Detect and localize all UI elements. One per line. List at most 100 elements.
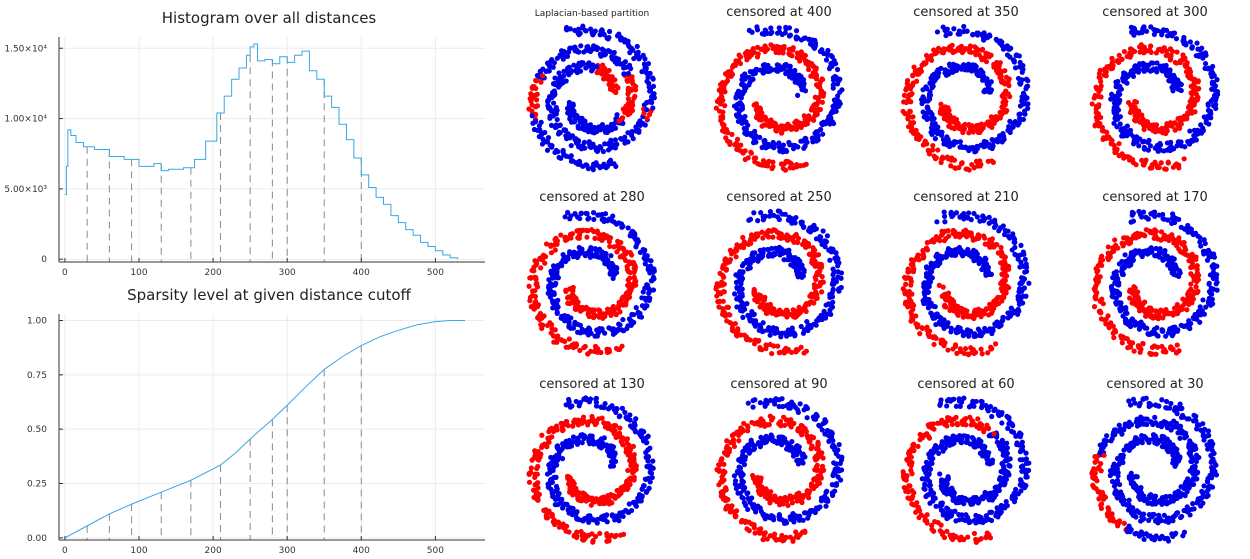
scatter-point <box>786 217 792 223</box>
scatter-point <box>799 241 806 247</box>
scatter-point <box>548 270 555 277</box>
scatter-point <box>783 147 789 153</box>
scatter-point <box>626 269 632 275</box>
scatter-point <box>616 220 622 226</box>
spiral-panel: censored at 280 <box>526 190 657 357</box>
scatter-point <box>644 107 650 113</box>
scatter-point <box>1114 102 1120 108</box>
scatter-point <box>806 66 812 73</box>
scatter-point <box>1022 256 1028 262</box>
scatter-point <box>748 150 754 156</box>
scatter-point <box>796 80 802 87</box>
scatter-point <box>955 120 961 127</box>
scatter-point <box>955 312 961 318</box>
scatter-point <box>644 78 650 84</box>
scatter-point <box>633 83 639 90</box>
scatter-point <box>1018 242 1024 248</box>
histogram-y-tick-label: 0 <box>41 255 47 265</box>
scatter-point <box>817 48 823 55</box>
scatter-point <box>578 210 584 216</box>
scatter-point <box>977 328 983 334</box>
scatter-point <box>739 120 745 126</box>
scatter-point <box>736 108 742 114</box>
scatter-point <box>961 23 967 30</box>
scatter-point <box>821 308 827 315</box>
scatter-point <box>1189 251 1195 258</box>
scatter-point <box>828 115 834 121</box>
scatter-point <box>1127 343 1133 350</box>
scatter-point <box>970 32 976 38</box>
scatter-point <box>933 335 939 341</box>
scatter-point <box>538 265 544 271</box>
sparsity-chart: Sparsity level at given distance cutoff … <box>27 286 485 556</box>
scatter-point <box>1194 263 1200 269</box>
scatter-point <box>1152 233 1159 239</box>
scatter-point <box>819 313 825 319</box>
scatter-point <box>1013 52 1020 58</box>
scatter-point <box>545 103 551 109</box>
scatter-point <box>575 161 581 167</box>
scatter-point <box>980 257 986 264</box>
scatter-point <box>625 38 631 44</box>
scatter-point <box>1000 103 1006 110</box>
histogram-x-tick-label: 200 <box>205 268 222 278</box>
scatter-point <box>644 115 650 122</box>
scatter-point <box>604 124 610 130</box>
scatter-point <box>1124 53 1130 60</box>
scatter-point <box>529 267 535 274</box>
scatter-point <box>941 213 948 219</box>
scatter-point <box>713 284 720 290</box>
sparsity-title: Sparsity level at given distance cutoff <box>127 286 411 304</box>
scatter-point <box>833 279 840 285</box>
scatter-point <box>611 49 617 56</box>
scatter-point <box>544 60 551 66</box>
scatter-point <box>536 123 542 129</box>
scatter-point <box>815 263 821 269</box>
scatter-point <box>590 32 596 38</box>
scatter-point <box>1188 286 1194 292</box>
scatter-point <box>1211 85 1217 92</box>
scatter-point <box>813 322 819 328</box>
scatter-point <box>582 145 588 151</box>
scatter-point <box>939 129 945 135</box>
scatter-point <box>799 87 805 93</box>
scatter-point <box>1003 88 1009 94</box>
scatter-point <box>1152 159 1158 165</box>
scatter-point <box>747 256 753 262</box>
scatter-point <box>533 262 539 268</box>
scatter-point <box>760 217 767 223</box>
scatter-point <box>739 77 745 83</box>
scatter-point <box>644 253 650 259</box>
scatter-point <box>784 348 790 354</box>
scatter-point <box>648 263 654 269</box>
scatter-point <box>798 49 804 55</box>
scatter-point <box>538 79 544 85</box>
spiral-partition-grid: Laplacian-based partition censored at 400… <box>526 5 1221 545</box>
scatter-point <box>648 278 655 284</box>
scatter-point <box>1139 253 1145 259</box>
scatter-point <box>770 159 776 165</box>
scatter-point <box>1020 300 1026 306</box>
scatter-point <box>532 258 538 264</box>
scatter-point <box>759 253 766 259</box>
scatter-point <box>965 328 972 334</box>
scatter-point <box>1150 66 1156 72</box>
scatter-point <box>564 295 571 301</box>
scatter-point <box>585 62 592 68</box>
scatter-point <box>798 344 804 350</box>
scatter-point <box>537 69 544 75</box>
scatter-point <box>754 296 760 302</box>
scatter-point <box>906 92 912 98</box>
scatter-point <box>1148 43 1154 49</box>
scatter-point <box>599 255 605 261</box>
scatter-point <box>961 216 967 222</box>
scatter-point <box>818 88 824 94</box>
scatter-point <box>1208 71 1214 77</box>
scatter-point <box>594 64 600 70</box>
scatter-point <box>1092 294 1098 300</box>
scatter-point <box>636 53 642 60</box>
scatter-point <box>970 129 976 135</box>
scatter-point <box>773 326 780 332</box>
scatter-point <box>1145 147 1152 153</box>
spiral-panel: Laplacian-based partition <box>526 9 657 173</box>
